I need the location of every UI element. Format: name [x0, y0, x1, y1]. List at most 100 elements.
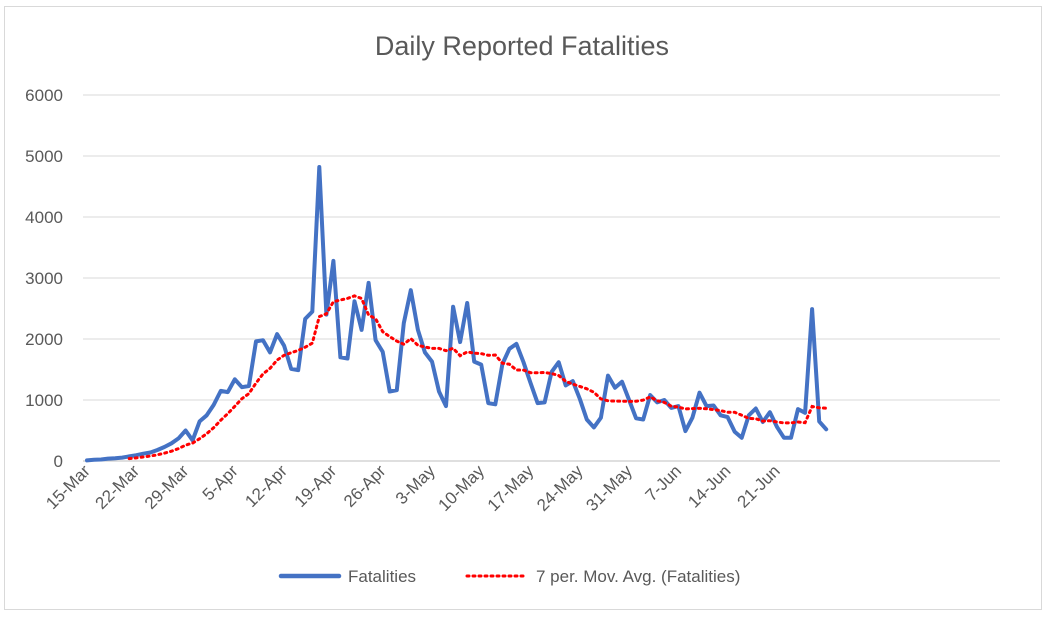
data-point-fatalities — [381, 350, 384, 353]
data-point-fatalities — [388, 390, 391, 393]
data-point-fatalities — [571, 380, 574, 383]
data-point-fatalities — [733, 430, 736, 433]
data-point-fatalities — [255, 340, 258, 343]
data-point-fatalities — [529, 381, 532, 384]
series-line-fatalities — [85, 165, 829, 463]
data-point-fatalities — [332, 259, 335, 262]
data-point-fatalities — [818, 420, 821, 423]
data-point-fatalities — [621, 380, 624, 383]
x-tick-label: 19-Apr — [291, 461, 341, 511]
data-point-fatalities — [459, 341, 462, 344]
data-point-fatalities — [466, 302, 469, 305]
data-point-fatalities — [452, 305, 455, 308]
data-point-fatalities — [656, 401, 659, 404]
data-point-fatalities — [416, 328, 419, 331]
x-tick-label: 29-Mar — [141, 461, 193, 513]
data-point-fatalities — [212, 403, 215, 406]
data-point-fatalities — [501, 363, 504, 366]
data-point-fatalities — [170, 442, 173, 445]
data-point-fatalities — [205, 414, 208, 417]
data-point-fatalities — [346, 357, 349, 360]
data-point-fatalities — [269, 351, 272, 354]
data-point-fatalities — [508, 347, 511, 350]
data-point-fatalities — [557, 361, 560, 364]
data-point-fatalities — [536, 402, 539, 405]
data-point-fatalities — [191, 439, 194, 442]
data-point-fatalities — [325, 313, 328, 316]
data-point-fatalities — [184, 429, 187, 432]
data-point-fatalities — [670, 406, 673, 409]
data-point-fatalities — [128, 455, 131, 458]
data-point-fatalities — [304, 317, 307, 320]
data-point-fatalities — [395, 389, 398, 392]
data-point-fatalities — [592, 426, 595, 429]
data-point-fatalities — [684, 430, 687, 433]
data-point-fatalities — [177, 437, 180, 440]
data-point-fatalities — [374, 339, 377, 342]
data-point-fatalities — [754, 407, 757, 410]
data-point-fatalities — [142, 452, 145, 455]
x-tick-label: 14-Jun — [684, 461, 734, 511]
data-point-fatalities — [367, 281, 370, 284]
x-tick-label: 7-Jun — [642, 461, 686, 505]
data-point-fatalities — [339, 356, 342, 359]
data-point-fatalities — [283, 344, 286, 347]
data-point-fatalities — [135, 454, 138, 457]
data-point-fatalities — [318, 166, 321, 169]
data-point-fatalities — [564, 384, 567, 387]
data-point-fatalities — [635, 417, 638, 420]
data-point-fatalities — [642, 418, 645, 421]
x-tick-label: 26-Apr — [340, 461, 390, 511]
data-point-fatalities — [100, 458, 103, 461]
data-point-fatalities — [480, 363, 483, 366]
data-point-fatalities — [262, 339, 265, 342]
data-point-fatalities — [698, 391, 701, 394]
data-point-fatalities — [487, 402, 490, 405]
x-tick-label: 17-May — [484, 461, 538, 515]
x-tick-label: 31-May — [582, 461, 636, 515]
y-tick-label: 5000 — [25, 147, 63, 166]
data-point-fatalities — [726, 416, 729, 419]
data-point-fatalities — [811, 308, 814, 311]
data-point-fatalities — [233, 378, 236, 381]
data-point-fatalities — [515, 342, 518, 345]
series-line-moving-average — [127, 294, 828, 461]
data-point-fatalities — [719, 414, 722, 417]
legend: Fatalities 7 per. Mov. Avg. (Fatalities) — [278, 567, 740, 586]
x-tick-label: 21-Jun — [734, 461, 784, 511]
y-tick-label: 6000 — [25, 86, 63, 105]
data-point-fatalities — [585, 418, 588, 421]
y-tick-label: 0 — [54, 452, 63, 471]
data-point-fatalities — [163, 446, 166, 449]
data-point-fatalities — [226, 391, 229, 394]
data-point-fatalities — [747, 414, 750, 417]
data-point-fatalities — [712, 404, 715, 407]
data-point-fatalities — [240, 386, 243, 389]
data-point-fatalities — [775, 425, 778, 428]
data-point-fatalities — [473, 360, 476, 363]
legend-moving-average-label: 7 per. Mov. Avg. (Fatalities) — [536, 567, 740, 586]
x-tick-label: 5-Apr — [199, 461, 242, 504]
data-point-fatalities — [494, 403, 497, 406]
data-point-fatalities — [156, 449, 159, 452]
data-point-fatalities — [423, 351, 426, 354]
data-point-fatalities — [663, 399, 666, 402]
data-point-fatalities — [360, 328, 363, 331]
data-point-fatalities — [290, 367, 293, 370]
data-point-fatalities — [219, 389, 222, 392]
y-tick-label: 1000 — [25, 391, 63, 410]
data-point-fatalities — [607, 374, 610, 377]
data-point-fatalities — [198, 420, 201, 423]
data-point-fatalities — [578, 397, 581, 400]
y-tick-label: 2000 — [25, 330, 63, 349]
data-point-fatalities — [93, 458, 96, 461]
x-tick-label: 24-May — [533, 461, 587, 515]
data-point-fatalities — [247, 385, 250, 388]
data-point-fatalities — [550, 370, 553, 373]
data-point-fatalities — [740, 436, 743, 439]
x-tick-label: 10-May — [435, 461, 489, 515]
data-point-fatalities — [353, 300, 356, 303]
data-point-fatalities — [402, 322, 405, 325]
y-tick-label: 4000 — [25, 208, 63, 227]
data-point-fatalities — [409, 289, 412, 292]
